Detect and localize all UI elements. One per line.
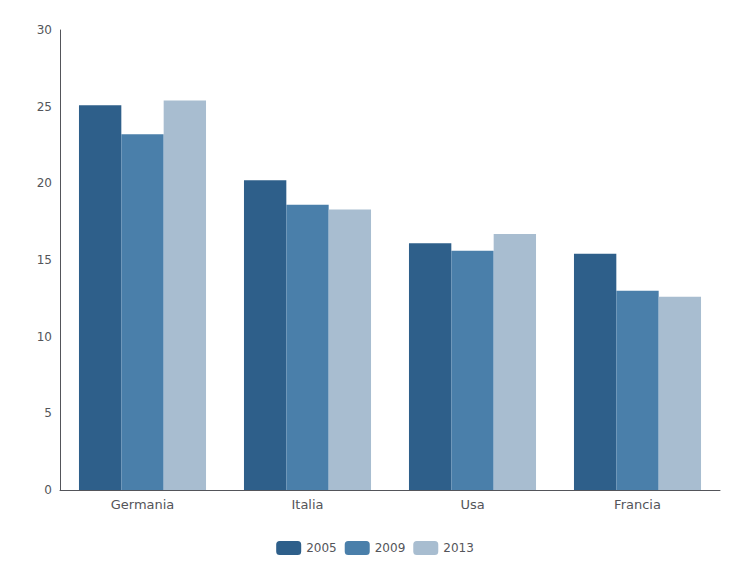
svg-text:5: 5 <box>44 406 52 420</box>
svg-text:25: 25 <box>37 100 52 114</box>
svg-text:30: 30 <box>37 23 52 37</box>
svg-text:Francia: Francia <box>614 497 661 512</box>
svg-text:2009: 2009 <box>375 541 406 555</box>
svg-text:Italia: Italia <box>291 497 323 512</box>
svg-text:2013: 2013 <box>443 541 474 555</box>
svg-text:15: 15 <box>37 253 52 267</box>
svg-text:0: 0 <box>44 483 52 497</box>
svg-text:10: 10 <box>37 330 52 344</box>
svg-text:2005: 2005 <box>306 541 337 555</box>
svg-text:Usa: Usa <box>460 497 484 512</box>
svg-text:20: 20 <box>37 176 52 190</box>
svg-text:Germania: Germania <box>111 497 175 512</box>
